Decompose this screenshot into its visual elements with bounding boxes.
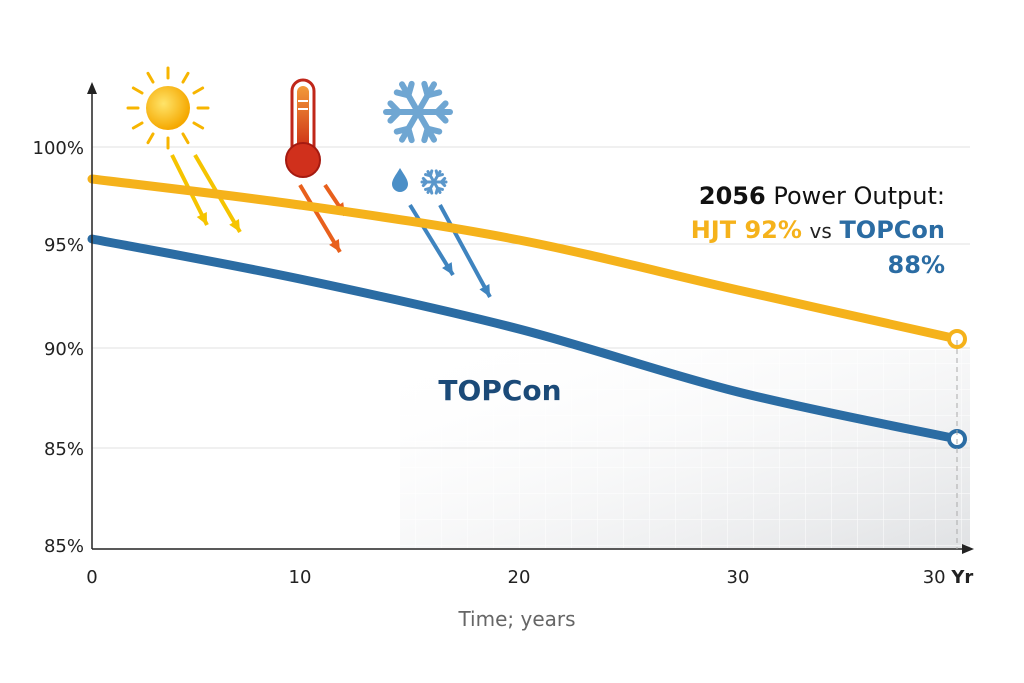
y-tick-label: 85%: [44, 439, 84, 460]
weather-icons: [126, 66, 453, 195]
topcon-series-label: TOPCon: [438, 374, 561, 407]
svg-text:2056 Power Output:: 2056 Power Output:: [699, 182, 945, 210]
water-drop-icon: [392, 168, 408, 192]
x-tick-label: 0: [86, 567, 97, 588]
annotation: 2056 Power Output: HJT 92% vs TOPCon 88%: [691, 182, 945, 279]
shaded-grid: [400, 350, 970, 548]
arrow-head-icon: [329, 239, 340, 252]
sun-icon: [126, 66, 210, 150]
annotation-topcon-value: 88%: [888, 251, 945, 279]
arrow-icon: [408, 203, 455, 277]
x-tick-label: 20: [508, 567, 531, 588]
annotation-hjt: HJT 92%: [691, 216, 802, 244]
arrow-head-icon: [196, 212, 207, 225]
y-tick-label: 95%: [44, 235, 84, 256]
annotation-title: Power Output:: [773, 182, 945, 210]
arrow-head-icon: [442, 262, 453, 275]
topcon-line: [87, 234, 962, 444]
hjt-line: [87, 174, 962, 344]
arrow-icon: [438, 204, 492, 298]
annotation-year: 2056: [699, 182, 766, 210]
x-tick-label: 30: [727, 567, 750, 588]
x-axis-label: Time; years: [457, 607, 575, 631]
annotation-topcon: TOPCon: [839, 216, 945, 244]
y-tick-label: 85%: [44, 536, 84, 557]
svg-text:HJT 92% vs TOPCon: HJT 92% vs TOPCon: [691, 216, 945, 244]
hjt-end-marker: [947, 329, 967, 349]
annotation-vs: vs: [810, 219, 832, 243]
small-snowflake-icon: [420, 169, 448, 195]
arrow-icon: [298, 183, 342, 254]
snowflake-icon: [383, 80, 453, 144]
arrow-head-icon: [479, 284, 490, 297]
y-tick-label: 100%: [33, 138, 84, 159]
axes: [87, 82, 974, 554]
x-tick-label: 30 Yr: [923, 567, 974, 588]
x-tick-label: 10: [289, 567, 312, 588]
arrow-head-icon: [229, 219, 240, 232]
thermometer-icon: [285, 78, 321, 178]
y-tick-label: 90%: [44, 339, 84, 360]
